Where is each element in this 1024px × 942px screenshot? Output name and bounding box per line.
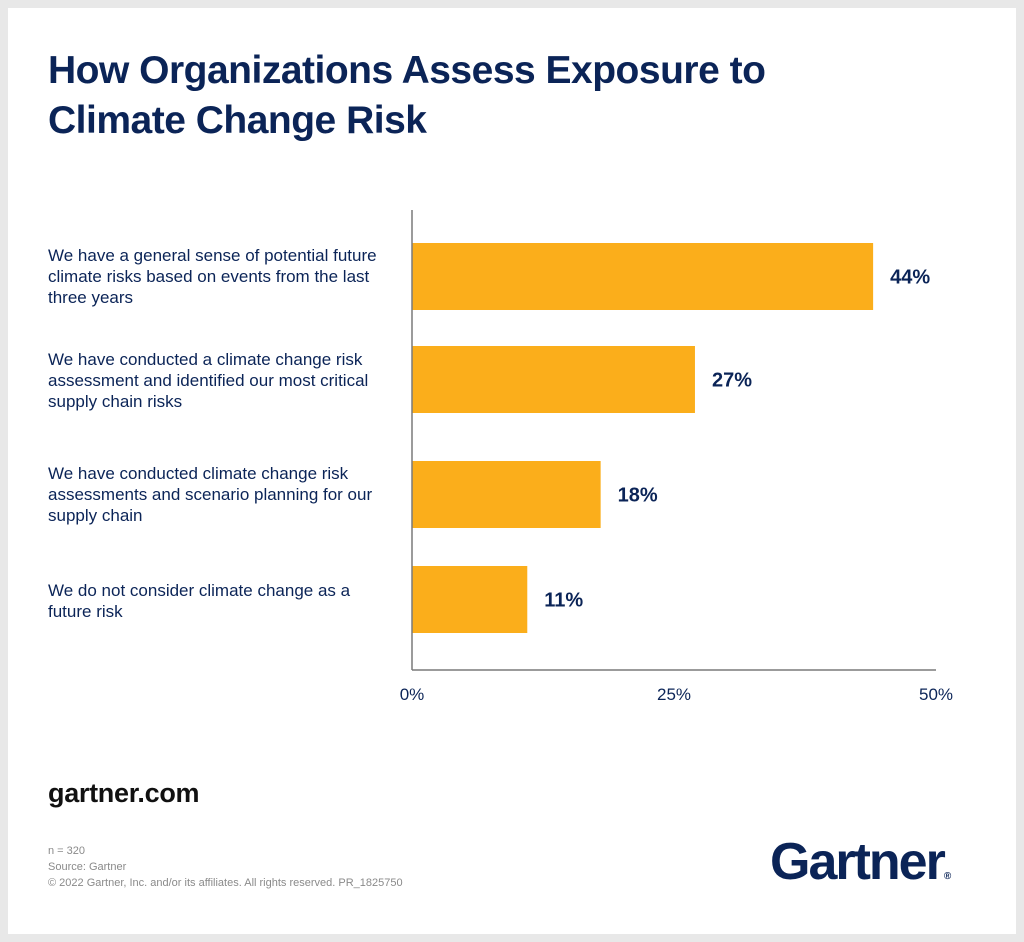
chart-title: How Organizations Assess Exposure to Cli… <box>48 49 766 142</box>
category-label-4: We do not consider climate change as a f… <box>48 581 351 621</box>
bar-2 <box>412 346 695 413</box>
x-tick-label-3: 50% <box>919 685 953 704</box>
bar-3 <box>412 461 601 528</box>
value-label-2: 27% <box>712 370 752 392</box>
source-note: Source: Gartner <box>48 861 127 873</box>
x-tick-label-2: 25% <box>657 685 691 704</box>
bar-1 <box>412 243 874 310</box>
logo-registered-mark: ® <box>943 871 952 882</box>
value-label-3: 18% <box>618 485 658 507</box>
bar-4 <box>412 566 528 633</box>
category-label-2: We have conducted a climate change risk … <box>48 350 369 411</box>
x-tick-label-1: 0% <box>400 685 425 704</box>
category-label-3: We have conducted climate change risk as… <box>48 464 373 525</box>
sample-size-note: n = 320 <box>48 845 86 857</box>
value-label-1: 44% <box>890 267 930 289</box>
logo-wordmark: Gartner <box>770 833 946 891</box>
copyright-note: © 2022 Gartner, Inc. and/or its affiliat… <box>48 877 403 889</box>
website-link[interactable]: gartner.com <box>48 778 200 808</box>
value-label-4: 11% <box>544 590 583 612</box>
category-label-1: We have a general sense of potential fut… <box>48 246 377 307</box>
gartner-logo: Gartner® <box>770 832 951 907</box>
